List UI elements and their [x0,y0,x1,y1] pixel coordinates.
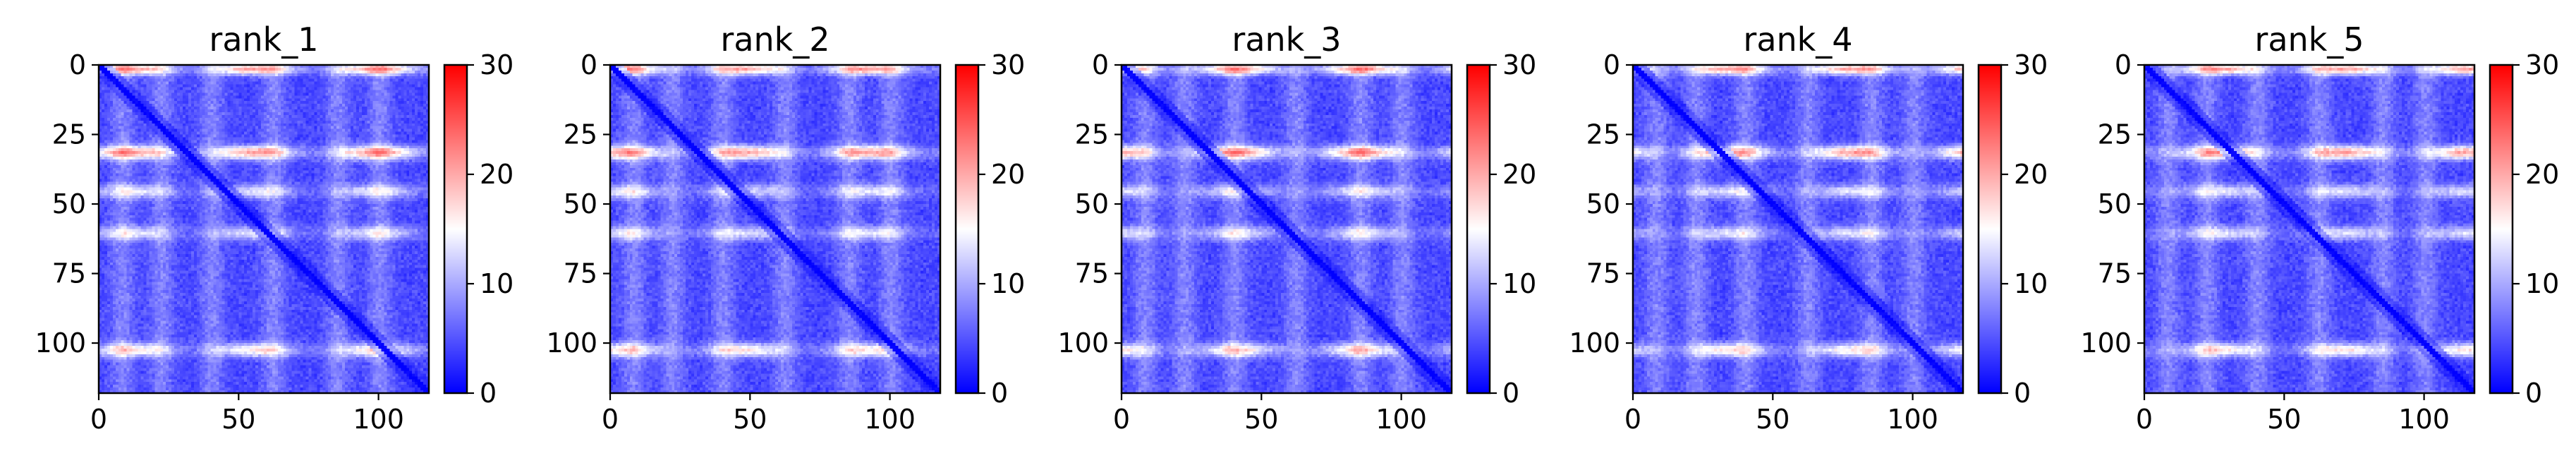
heatmap-panel: rank_5 0 50 100 0 25 50 75 100 0 10 20 30 [2080,20,2559,435]
colorbar-tick-label: 30 [2525,49,2559,80]
y-tick-label: 25 [564,119,597,150]
heatmap-matrix [1122,65,1452,393]
colorbar-tick-label: 10 [2014,268,2048,299]
x-tick-label: 100 [2398,404,2450,435]
y-tick-label: 50 [564,188,597,220]
y-tick-label: 25 [1586,119,1620,150]
colorbar-tick-label: 20 [480,159,514,190]
colorbar-tick-label: 30 [1502,49,1536,80]
heatmap-matrix [1633,65,1963,393]
y-tick-label: 100 [1057,327,1109,359]
x-tick-label: 0 [2136,404,2153,435]
colorbar [1979,65,2001,393]
heatmap-panel: rank_3 0 50 100 0 25 50 75 100 0 10 20 30 [1057,20,1536,435]
y-tick-label: 100 [2080,327,2132,359]
heatmap-frame [97,64,430,395]
panel-title: rank_4 [1743,20,1852,59]
y-tick-label: 25 [52,119,86,150]
y-tick-label: 50 [52,188,86,220]
colorbar-tick-label: 20 [1502,159,1536,190]
colorbar-tick-label: 20 [2525,159,2559,190]
y-tick-label: 75 [2098,258,2132,289]
colorbar-frame [2489,64,2514,395]
y-tick-label: 100 [546,327,597,359]
panel-title: rank_2 [720,20,830,59]
y-tick-label: 50 [1075,188,1109,220]
heatmap-matrix [99,65,429,393]
y-tick-label: 75 [52,258,86,289]
heatmap-panel: rank_1 0 50 100 0 25 50 75 100 0 10 20 30 [35,20,514,435]
y-tick-label: 75 [1075,258,1109,289]
colorbar-tick-label: 10 [1502,268,1536,299]
y-tick-label: 100 [35,327,86,359]
x-tick-label: 50 [2267,404,2301,435]
colorbar-frame [1466,64,1491,395]
y-tick-label: 25 [1075,119,1109,150]
y-tick-label: 50 [2098,188,2132,220]
colorbar [956,65,978,393]
heatmap-frame [609,64,942,395]
y-tick-label: 0 [69,49,86,80]
heatmap-frame [1120,64,1453,395]
colorbar [1467,65,1490,393]
colorbar-tick-label: 20 [991,159,1025,190]
heatmap-panel: rank_4 0 50 100 0 25 50 75 100 0 10 20 30 [1569,20,2048,435]
y-tick-label: 0 [581,49,597,80]
y-tick-label: 0 [1092,49,1109,80]
colorbar-tick-label: 0 [1502,378,1519,409]
colorbar-frame [1977,64,2003,395]
heatmap-matrix [2144,65,2474,393]
colorbar-tick-label: 10 [991,268,1025,299]
colorbar-tick-label: 30 [2014,49,2048,80]
x-tick-label: 0 [90,404,107,435]
colorbar-tick-label: 30 [480,49,514,80]
x-tick-label: 100 [1375,404,1427,435]
panel-title: rank_5 [2254,20,2364,59]
colorbar-tick-label: 20 [2014,159,2048,190]
x-tick-label: 100 [864,404,916,435]
colorbar-tick-label: 0 [991,378,1008,409]
x-tick-label: 50 [1244,404,1278,435]
colorbar-tick-label: 30 [991,49,1025,80]
panel-title: rank_3 [1232,20,1341,59]
x-tick-label: 0 [602,404,619,435]
x-tick-label: 0 [1624,404,1641,435]
heatmap-frame [1632,64,1964,395]
y-tick-label: 50 [1586,188,1620,220]
x-tick-label: 0 [1113,404,1130,435]
heatmap-frame [2143,64,2476,395]
heatmap-panel: rank_2 0 50 100 0 25 50 75 100 0 10 20 30 [546,20,1025,435]
y-tick-label: 25 [2098,119,2132,150]
y-tick-label: 0 [1603,49,1620,80]
heatmap-matrix [610,65,940,393]
y-tick-label: 75 [564,258,597,289]
colorbar [444,65,467,393]
panel-title: rank_1 [209,20,318,59]
colorbar-tick-label: 0 [2014,378,2031,409]
colorbar [2490,65,2513,393]
x-tick-label: 100 [353,404,404,435]
x-tick-label: 50 [221,404,255,435]
x-tick-label: 100 [1887,404,1938,435]
y-tick-label: 100 [1569,327,1620,359]
colorbar-frame [954,64,980,395]
colorbar-tick-label: 0 [480,378,497,409]
colorbar-tick-label: 10 [480,268,514,299]
y-tick-label: 0 [2115,49,2132,80]
colorbar-frame [443,64,468,395]
colorbar-tick-label: 0 [2525,378,2542,409]
colorbar-tick-label: 10 [2525,268,2559,299]
x-tick-label: 50 [1756,404,1790,435]
x-tick-label: 50 [733,404,767,435]
y-tick-label: 75 [1586,258,1620,289]
